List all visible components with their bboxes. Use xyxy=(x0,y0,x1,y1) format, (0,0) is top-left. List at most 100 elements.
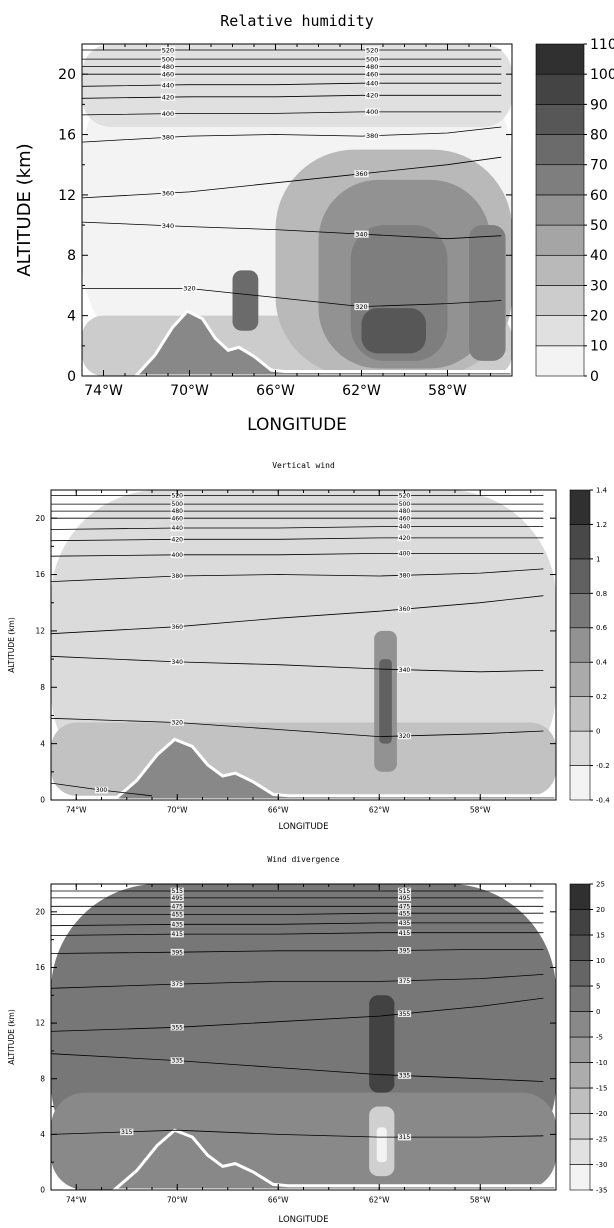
x-tick-label: 70°W xyxy=(167,1196,188,1205)
colorbar-segment xyxy=(569,524,591,560)
contour-label-bg xyxy=(170,536,184,543)
colorbar-label: 50 xyxy=(590,218,608,234)
contour-label-bg xyxy=(365,46,380,54)
contour-label-bg xyxy=(365,70,380,78)
contour-label-bg xyxy=(397,1072,412,1079)
colorbar-label: 90 xyxy=(590,97,608,113)
contour-label-bg xyxy=(397,1133,412,1141)
x-tick-label: 58°W xyxy=(470,1196,491,1205)
contour-label-400: 400 xyxy=(162,110,174,118)
colorbar-label: 70 xyxy=(590,158,608,174)
colorbar-label: 20 xyxy=(596,906,605,914)
contour-label-bg xyxy=(397,571,412,579)
contour-label-bg xyxy=(160,70,176,78)
contour-label-bg xyxy=(397,534,412,542)
colorbar-label: -30 xyxy=(596,1161,607,1169)
contour-line-355 xyxy=(51,997,544,1032)
contour-label-360: 360 xyxy=(172,624,184,631)
contour-line-380 xyxy=(51,568,544,582)
contour-label-bg xyxy=(365,132,380,140)
colorbar-segment xyxy=(569,934,591,961)
contour-label-360: 360 xyxy=(355,170,367,178)
contour-label-bg xyxy=(170,658,184,666)
x-tick-label: 58°W xyxy=(428,383,467,399)
colorbar-label: 1 xyxy=(596,555,600,563)
contour-label-bg xyxy=(170,572,184,580)
contour-label-bg xyxy=(160,46,176,54)
contour-label-bg xyxy=(397,919,412,927)
contour-label-bg xyxy=(397,977,412,984)
contour-label-bg xyxy=(397,732,412,740)
contour-line-320 xyxy=(51,717,544,738)
colorbar-segment xyxy=(569,909,591,936)
colorbar-label: 1.4 xyxy=(596,486,608,494)
y-tick-label: 20 xyxy=(35,907,45,916)
contour-label-500: 500 xyxy=(162,55,174,63)
colorbar-segment xyxy=(569,661,591,697)
colorbar-segment xyxy=(535,345,585,377)
contour-label-bg xyxy=(397,550,412,557)
contour-label-bg xyxy=(365,79,380,87)
contour-label-515: 515 xyxy=(172,888,184,895)
contour-label-335: 335 xyxy=(399,1073,411,1080)
x-tick-label: 62°W xyxy=(342,383,381,399)
contour-label-420: 420 xyxy=(172,536,184,543)
contour-label-bg xyxy=(170,507,184,515)
contour-label-520: 520 xyxy=(399,493,411,500)
contour-label-475: 475 xyxy=(399,903,411,910)
colorbar-label: 20 xyxy=(590,309,608,325)
x-tick-label: 62°W xyxy=(369,806,390,815)
chart-title: Wind divergence xyxy=(267,855,339,864)
contour-label-bg xyxy=(170,1023,184,1031)
colorbar-label: -0.4 xyxy=(596,796,610,804)
colorbar-segment xyxy=(569,627,591,663)
y-tick-label: 4 xyxy=(67,309,76,325)
contour-label-bg xyxy=(397,929,412,936)
y-axis-label: ALTITUDE (km) xyxy=(14,143,35,276)
colorbar-segment xyxy=(535,104,585,135)
y-axis-label: ALTITUDE (km) xyxy=(7,1009,16,1065)
y-axis-label: ALTITUDE (km) xyxy=(7,617,16,673)
y-tick-label: 16 xyxy=(58,127,76,143)
contour-label-500: 500 xyxy=(399,501,411,508)
contour-label-340: 340 xyxy=(399,667,411,674)
contour-line-315 xyxy=(51,1129,544,1138)
colorbar-label: 15 xyxy=(596,931,605,939)
colorbar-segment xyxy=(569,1011,591,1038)
colorbar-segment xyxy=(535,285,585,316)
contour-label-435: 435 xyxy=(399,920,411,927)
contour-label-480: 480 xyxy=(399,508,411,515)
x-axis-label: LONGITUDE xyxy=(279,822,329,832)
contour-label-335: 335 xyxy=(172,1058,184,1065)
colorbar-segment xyxy=(535,315,585,347)
contour-label-bg xyxy=(160,55,176,63)
colorbar-segment xyxy=(535,134,585,166)
contour-label-bg xyxy=(170,1057,184,1064)
contour-label-480: 480 xyxy=(366,63,378,71)
contour-label-460: 460 xyxy=(162,70,174,78)
colorbar-label: -0.2 xyxy=(596,762,610,770)
contour-label-bg xyxy=(170,551,184,559)
contour-label-bg xyxy=(170,524,184,532)
contour-label-bg xyxy=(182,284,197,293)
y-tick-label: 8 xyxy=(40,1074,45,1083)
contour-line-335 xyxy=(51,1053,544,1082)
contour-label-bg xyxy=(170,911,184,918)
shaded-field-7 xyxy=(232,270,259,331)
contour-label-bg xyxy=(365,91,380,99)
colorbar-segment xyxy=(569,1036,591,1063)
contour-line-375 xyxy=(51,974,544,989)
relative-humidity-panel: Relative humidity 320 320 340 340 360 360 380 38… xyxy=(14,12,614,435)
shaded-field-8 xyxy=(469,225,506,361)
colorbar-label: 0 xyxy=(596,1008,600,1016)
contour-label-495: 495 xyxy=(399,895,411,902)
colorbar-segment xyxy=(569,883,591,910)
y-tick-label: 0 xyxy=(40,796,45,805)
contour-label-bg xyxy=(160,133,176,141)
colorbar-label: 30 xyxy=(590,278,608,294)
contour-label-375: 375 xyxy=(172,981,184,988)
colorbar-segment xyxy=(569,558,591,594)
contour-label-500: 500 xyxy=(172,501,184,508)
colorbar-label: -15 xyxy=(596,1084,607,1092)
